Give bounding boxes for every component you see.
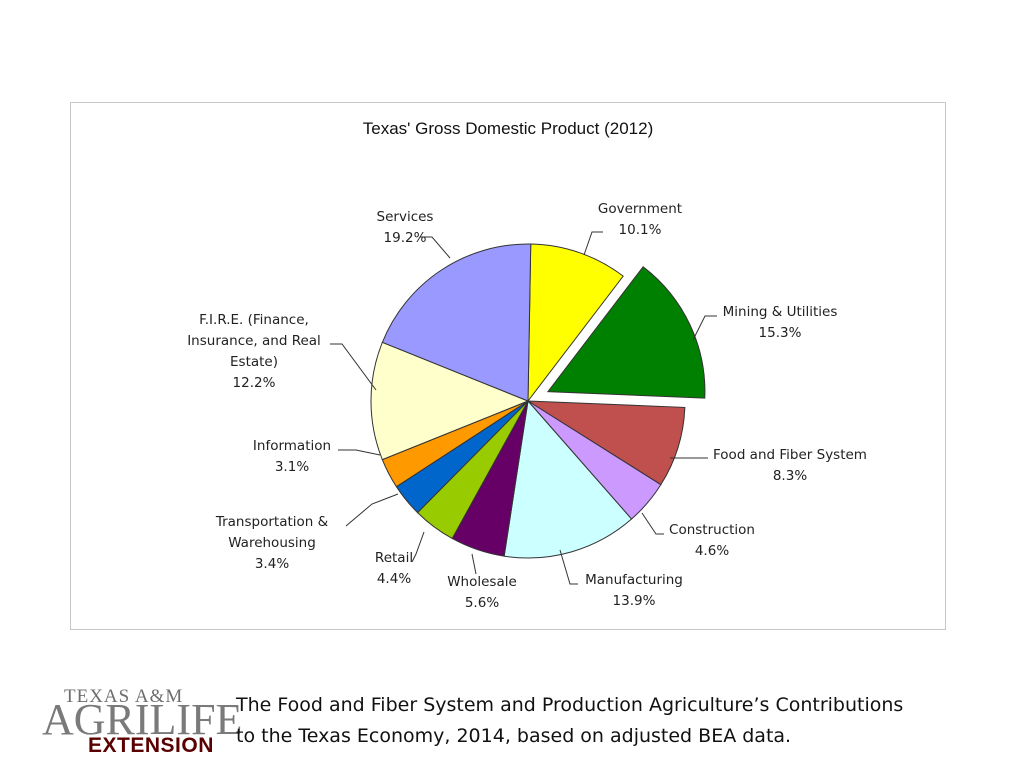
logo-line-2: AGRILIFE	[42, 695, 243, 744]
pie-slice-10	[381, 243, 532, 402]
slice-label-line: 3.4%	[255, 556, 289, 572]
slice-label-line: 13.9%	[613, 593, 656, 609]
leader-line-0	[583, 231, 603, 256]
slice-label-10: Services 19.2%	[377, 209, 434, 246]
slice-label-1: Mining & Utilities 15.3%	[723, 304, 838, 341]
pie-slice-9	[370, 341, 530, 461]
leader-line-4	[559, 549, 578, 585]
slice-labels: Government 10.1% Mining & Utilities 15.3% Fo…	[187, 201, 867, 611]
slice-label-2: Food and Fiber System 8.3%	[713, 447, 867, 484]
slice-label-line: Wholesale	[447, 574, 517, 590]
slice-label-line: Manufacturing	[585, 572, 683, 588]
leader-line-3	[641, 512, 664, 535]
slice-label-line: 4.4%	[377, 571, 411, 587]
slice-label-line: 8.3%	[773, 468, 807, 484]
slice-label-line: 15.3%	[759, 325, 802, 341]
leader-line-8	[338, 449, 381, 456]
slice-label-line: 3.1%	[275, 459, 309, 475]
slice-label-line: Warehousing	[228, 535, 316, 551]
leader-line-10	[420, 236, 451, 259]
slice-label-line: Information	[253, 438, 331, 454]
slice-label-6: Retail 4.4%	[375, 550, 413, 587]
leader-line-7	[345, 493, 399, 527]
slice-label-9: F.I.R.E. (Finance, Insurance, and Real Est…	[187, 312, 321, 391]
slice-label-line: Services	[377, 209, 434, 225]
slice-label-5: Wholesale 5.6%	[447, 574, 517, 611]
pie-slice-0	[527, 243, 624, 403]
chart-title: Texas' Gross Domestic Product (2012)	[363, 119, 653, 138]
slice-label-line: Mining & Utilities	[723, 304, 838, 320]
slice-label-line: 19.2%	[384, 230, 427, 246]
slice-label-7: Transportation & Warehousing 3.4%	[215, 514, 329, 572]
slice-label-line: 12.2%	[233, 375, 276, 391]
slice-label-line: Transportation &	[215, 514, 329, 530]
slice-label-line: 5.6%	[465, 595, 499, 611]
leader-line-1	[692, 315, 717, 341]
slice-label-line: F.I.R.E. (Finance,	[199, 312, 309, 328]
slice-label-line: 4.6%	[695, 543, 729, 559]
logo-line-3: EXTENSION	[88, 734, 214, 757]
pie-slice-1	[546, 266, 706, 399]
slice-label-line: Retail	[375, 550, 413, 566]
leader-line-9	[330, 343, 377, 391]
slide-caption: The Food and Fiber System and Production…	[236, 690, 996, 752]
slice-label-4: Manufacturing 13.9%	[585, 572, 683, 609]
slice-label-8: Information 3.1%	[253, 438, 331, 475]
pie-slice-4	[503, 399, 633, 559]
leader-line-6	[411, 531, 425, 563]
slice-label-line: Estate)	[230, 354, 278, 370]
agrilife-extension-logo: TEXAS A&M AGRILIFE EXTENSION	[42, 686, 242, 758]
pie-slices	[370, 243, 706, 559]
slice-label-line: Insurance, and Real	[187, 333, 321, 349]
slice-label-3: Construction 4.6%	[669, 522, 755, 559]
slice-label-line: Construction	[669, 522, 755, 538]
caption-line-1: The Food and Fiber System and Production…	[236, 694, 904, 716]
leader-lines	[330, 231, 717, 585]
slice-label-0: Government 10.1%	[598, 201, 682, 238]
slice-label-line: 10.1%	[619, 222, 662, 238]
logo-line-1: TEXAS A&M	[64, 686, 184, 707]
leader-line-5	[471, 553, 477, 575]
slice-label-line: Government	[598, 201, 682, 217]
caption-line-2: to the Texas Economy, 2014, based on adj…	[236, 725, 792, 747]
slice-label-line: Food and Fiber System	[713, 447, 867, 463]
